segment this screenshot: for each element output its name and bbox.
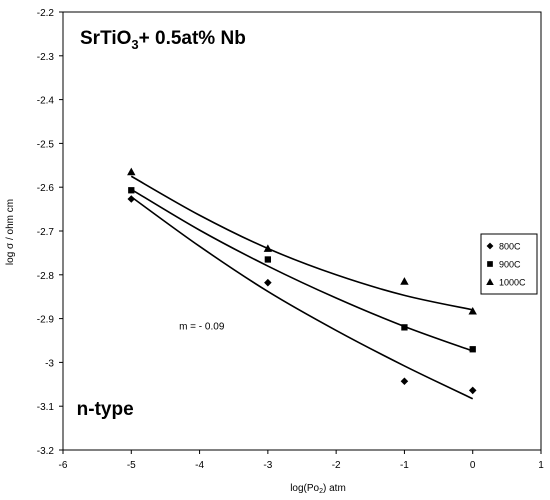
- x-tick-label: -4: [195, 460, 204, 471]
- y-axis: -2.2 -2.3 -2.4 -2.5 -2.6 -2.7 -2.8 -2.9 -3 -3.1 -3…: [37, 8, 63, 457]
- data-point-1000C: [468, 306, 477, 315]
- chart-title: SrTiO3+ 0.5at% Nb: [80, 28, 246, 52]
- data-point-1000C: [400, 277, 409, 285]
- y-tick-label: -2.2: [37, 8, 55, 19]
- x-axis-title: log(Po2) atm: [290, 483, 346, 495]
- x-tick-label: -6: [59, 460, 68, 471]
- data-point-800C: [400, 377, 409, 386]
- data-point-1000C: [263, 244, 273, 252]
- y-tick-label: -2.7: [37, 227, 55, 238]
- data-point-900C: [401, 324, 408, 331]
- x-tick-label: -1: [400, 460, 409, 471]
- legend-marker-800C: [486, 242, 494, 250]
- fit-lines: [130, 175, 474, 400]
- y-tick-label: -2.4: [37, 96, 55, 107]
- data-point-800C: [468, 386, 477, 395]
- data-point-800C: [264, 278, 272, 287]
- y-tick-label: -2.3: [37, 52, 55, 63]
- y-tick-label: -2.5: [37, 139, 55, 150]
- y-tick-label: -3.1: [37, 402, 55, 413]
- y-tick-label: -3.2: [37, 446, 55, 457]
- slope-annotation: m = - 0.09: [179, 322, 225, 333]
- data-point-900C: [264, 256, 272, 263]
- y-tick-label: -2.8: [37, 271, 55, 282]
- y-axis-title: log σ / ohm cm: [5, 199, 16, 265]
- type-label: n-type: [77, 399, 134, 420]
- legend-label: 800C: [499, 242, 521, 252]
- data-point-800C: [127, 195, 136, 203]
- data-point-900C: [128, 187, 135, 194]
- y-tick-label: -3: [45, 358, 54, 369]
- y-tick-label: -2.6: [37, 183, 55, 194]
- legend-marker-900C: [487, 261, 493, 267]
- x-tick-label: 0: [470, 460, 476, 471]
- legend-label: 900C: [499, 260, 521, 270]
- fit-line-1000C: [130, 175, 473, 311]
- y-tick-label: -2.9: [37, 315, 55, 326]
- annotations: m = - 0.09 n-type: [77, 322, 225, 420]
- fit-line-900C: [130, 188, 473, 352]
- fit-line-800C: [130, 196, 474, 400]
- plot-area: [62, 11, 542, 451]
- x-tick-label: 1: [538, 460, 544, 471]
- x-tick-label: -3: [263, 460, 272, 471]
- data-markers: [127, 167, 477, 395]
- data-point-1000C: [127, 167, 136, 176]
- legend-label: 1000C: [499, 278, 526, 288]
- x-tick-label: -2: [332, 460, 341, 471]
- data-point-900C: [469, 346, 476, 353]
- x-axis: -6 -5 -4 -3 -2 -1 0 1: [59, 450, 544, 471]
- x-tick-label: -5: [127, 460, 136, 471]
- legend-marker-1000C: [486, 278, 494, 286]
- legend: 800C 900C 1000C: [480, 233, 538, 295]
